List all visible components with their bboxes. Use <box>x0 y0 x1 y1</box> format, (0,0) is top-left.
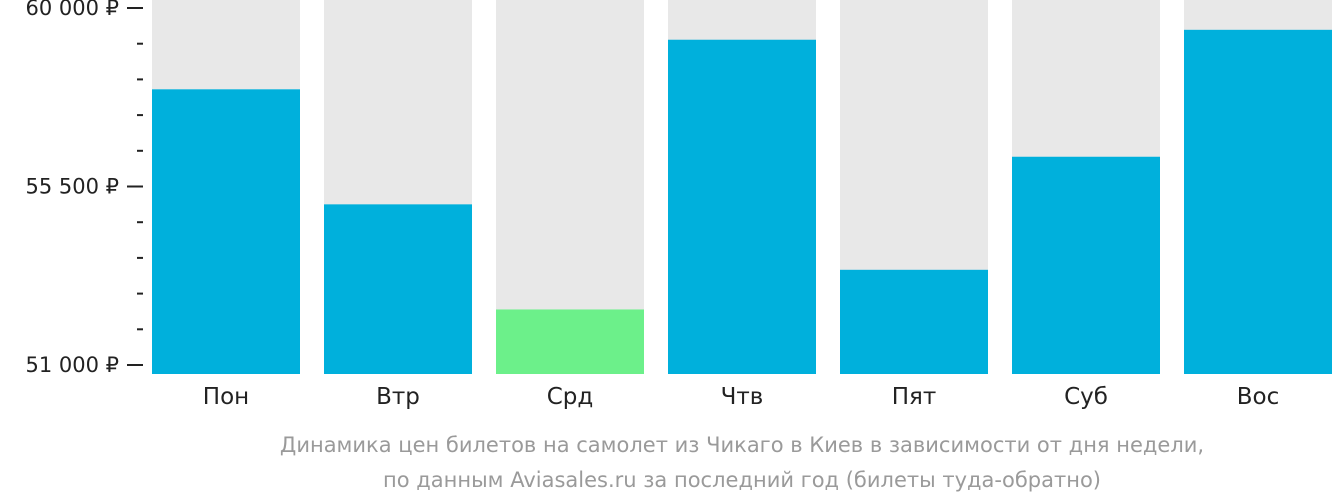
x-tick-label-6: Вос <box>1237 384 1280 410</box>
bar-0 <box>152 89 300 375</box>
bar-4 <box>840 269 988 374</box>
price-by-weekday-chart: Пон Втр Срд Чтв Пят Суб Вос 60 000 ₽ 55 500 ₽ 51 … <box>25 0 1332 410</box>
y-tick-label-2: 51 000 ₽ <box>25 353 119 377</box>
x-tick-label-0: Пон <box>203 384 249 410</box>
bar-3 <box>668 39 816 374</box>
x-tick-label-4: Пят <box>892 384 937 410</box>
bar-2 <box>496 309 644 374</box>
x-tick-label-2: Срд <box>547 384 594 410</box>
bar-1 <box>324 204 472 374</box>
x-tick-label-5: Суб <box>1064 384 1108 410</box>
x-tick-label-1: Втр <box>376 384 420 410</box>
bar-6 <box>1184 29 1332 375</box>
y-tick-label-1: 55 500 ₽ <box>25 175 119 199</box>
x-tick-label-3: Чтв <box>721 384 764 410</box>
y-tick-label-0: 60 000 ₽ <box>25 0 119 20</box>
chart-caption-line-1: Динамика цен билетов на самолет из Чикаг… <box>279 433 1205 457</box>
chart-caption-line-2: по данным Aviasales.ru за последний год … <box>383 468 1101 492</box>
bar-5 <box>1012 156 1160 374</box>
